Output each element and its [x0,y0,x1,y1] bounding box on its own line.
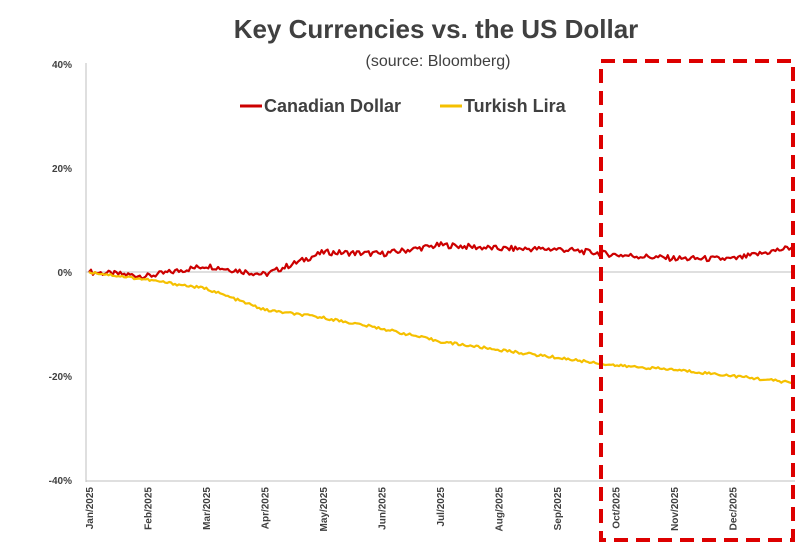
series-line-canadian-dollar [88,241,794,280]
x-axis-ticks: Jan/2025 Feb/2025 Mar/2025 Apr/2025 May/2025… [85,487,740,532]
x-tick-label: Apr/2025 [261,487,272,530]
y-tick-label: 20% [52,164,72,175]
chart-subtitle: (source: Bloomberg) [366,53,511,70]
x-tick-label: Jul/2025 [436,487,447,527]
x-tick-label: Dec/2025 [729,487,740,531]
legend: Canadian Dollar Turkish Lira [240,96,567,116]
x-tick-label: Aug/2025 [495,487,506,532]
x-tick-label: Jan/2025 [85,487,96,530]
x-tick-label: Oct/2025 [612,487,623,529]
y-tick-label: -20% [49,372,72,383]
highlight-box [599,59,795,542]
legend-label-canadian-dollar: Canadian Dollar [264,96,401,116]
y-tick-label: 40% [52,60,72,71]
y-tick-label: 0% [58,268,73,279]
x-tick-label: Mar/2025 [202,487,213,530]
x-tick-label: Nov/2025 [670,487,681,531]
series-line-turkish-lira [88,271,794,384]
y-axis-ticks: 40% 20% 0% -20% -40% [49,60,72,487]
legend-label-turkish-lira: Turkish Lira [464,96,567,116]
chart-title: Key Currencies vs. the US Dollar [234,14,639,44]
y-tick-label: -40% [49,476,72,487]
x-tick-label: May/2025 [319,487,330,532]
x-tick-label: Feb/2025 [144,487,155,530]
x-tick-label: Jun/2025 [378,487,389,530]
series-lines [88,241,794,384]
x-tick-label: Sep/2025 [553,487,564,531]
